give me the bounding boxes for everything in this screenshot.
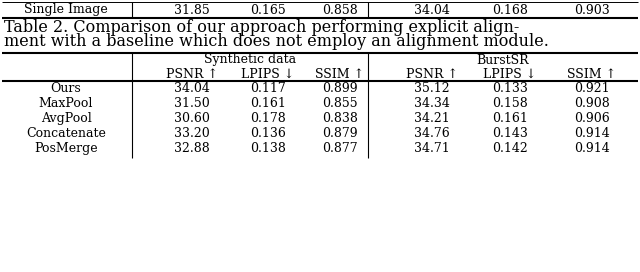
Text: 0.855: 0.855 [322, 97, 358, 110]
Text: 0.908: 0.908 [574, 97, 610, 110]
Text: 0.161: 0.161 [492, 112, 528, 125]
Text: 34.71: 34.71 [414, 142, 450, 155]
Text: 0.133: 0.133 [492, 82, 528, 95]
Text: 0.921: 0.921 [574, 82, 610, 95]
Text: 0.906: 0.906 [574, 112, 610, 125]
Text: SSIM ↑: SSIM ↑ [568, 67, 616, 81]
Text: Synthetic data: Synthetic data [204, 54, 296, 66]
Text: 34.04: 34.04 [174, 82, 210, 95]
Text: 0.879: 0.879 [322, 127, 358, 140]
Text: AvgPool: AvgPool [40, 112, 92, 125]
Text: 0.914: 0.914 [574, 127, 610, 140]
Text: 0.165: 0.165 [250, 4, 286, 17]
Text: 32.88: 32.88 [174, 142, 210, 155]
Text: 0.899: 0.899 [322, 82, 358, 95]
Text: 34.04: 34.04 [414, 4, 450, 17]
Text: 0.161: 0.161 [250, 97, 286, 110]
Text: 33.20: 33.20 [174, 127, 210, 140]
Text: 31.85: 31.85 [174, 4, 210, 17]
Text: 35.12: 35.12 [414, 82, 450, 95]
Text: 0.858: 0.858 [322, 4, 358, 17]
Text: ment with a baseline which does not employ an alignment module.: ment with a baseline which does not empl… [4, 33, 549, 51]
Text: 0.158: 0.158 [492, 97, 528, 110]
Text: 34.21: 34.21 [414, 112, 450, 125]
Text: MaxPool: MaxPool [39, 97, 93, 110]
Text: SSIM ↑: SSIM ↑ [316, 67, 365, 81]
Text: 0.136: 0.136 [250, 127, 286, 140]
Text: 0.138: 0.138 [250, 142, 286, 155]
Text: PSNR ↑: PSNR ↑ [166, 67, 218, 81]
Text: 0.142: 0.142 [492, 142, 528, 155]
Text: 0.914: 0.914 [574, 142, 610, 155]
Text: Concatenate: Concatenate [26, 127, 106, 140]
Text: 34.76: 34.76 [414, 127, 450, 140]
Text: PosMerge: PosMerge [34, 142, 98, 155]
Text: 0.178: 0.178 [250, 112, 286, 125]
Text: 0.143: 0.143 [492, 127, 528, 140]
Text: 0.838: 0.838 [322, 112, 358, 125]
Text: 0.877: 0.877 [322, 142, 358, 155]
Text: LPIPS ↓: LPIPS ↓ [241, 67, 294, 81]
Text: 34.34: 34.34 [414, 97, 450, 110]
Text: LPIPS ↓: LPIPS ↓ [483, 67, 536, 81]
Text: 0.903: 0.903 [574, 4, 610, 17]
Text: Table 2. Comparison of our approach performing explicit align-: Table 2. Comparison of our approach perf… [4, 20, 520, 36]
Text: 0.117: 0.117 [250, 82, 286, 95]
Text: Ours: Ours [51, 82, 81, 95]
Text: PSNR ↑: PSNR ↑ [406, 67, 458, 81]
Text: 30.60: 30.60 [174, 112, 210, 125]
Text: Single Image: Single Image [24, 4, 108, 17]
Text: BurstSR: BurstSR [477, 54, 529, 66]
Text: 0.168: 0.168 [492, 4, 528, 17]
Text: 31.50: 31.50 [174, 97, 210, 110]
